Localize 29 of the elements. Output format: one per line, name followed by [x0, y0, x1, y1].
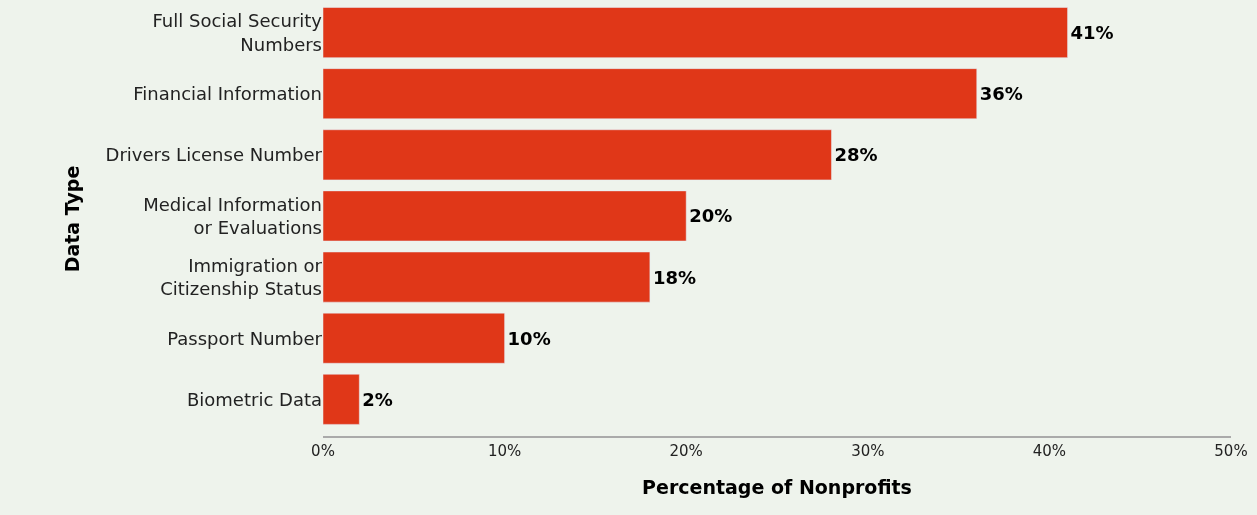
- y-tick-label: Financial Information: [133, 82, 322, 104]
- x-tick-label: 50%: [1214, 441, 1248, 460]
- x-tick-label: 0%: [311, 441, 335, 460]
- x-tick-label: 30%: [851, 441, 885, 460]
- data-label: 41%: [1070, 22, 1114, 44]
- data-label: 36%: [979, 83, 1023, 105]
- data-label: 2%: [362, 388, 393, 410]
- bar: [323, 312, 505, 364]
- bar: [323, 7, 1068, 58]
- y-tick-label: Full Social Security Numbers: [152, 10, 323, 55]
- y-axis-title: Data Type: [61, 165, 84, 273]
- bar: [323, 129, 832, 181]
- bar: [323, 68, 978, 119]
- y-tick-label: Biometric Data: [186, 388, 322, 410]
- y-tick-label: Medical Information or Evaluations: [143, 193, 322, 238]
- x-tick-label: 20%: [669, 441, 703, 460]
- y-tick-label: Immigration or Citizenship Status: [160, 254, 323, 300]
- data-label: 20%: [689, 205, 733, 227]
- bar: [323, 251, 651, 303]
- x-tick-label: 40%: [1032, 441, 1067, 460]
- x-axis-title: Percentage of Nonprofits: [642, 476, 912, 499]
- data-label: 18%: [652, 266, 696, 288]
- bar: [323, 190, 687, 242]
- data-label: 28%: [834, 144, 878, 166]
- bar: [323, 374, 360, 425]
- y-tick-label: Passport Number: [167, 327, 323, 349]
- y-tick-label: Drivers License Number: [105, 144, 323, 166]
- data-label: 10%: [507, 327, 551, 349]
- x-tick-label: 10%: [487, 441, 522, 460]
